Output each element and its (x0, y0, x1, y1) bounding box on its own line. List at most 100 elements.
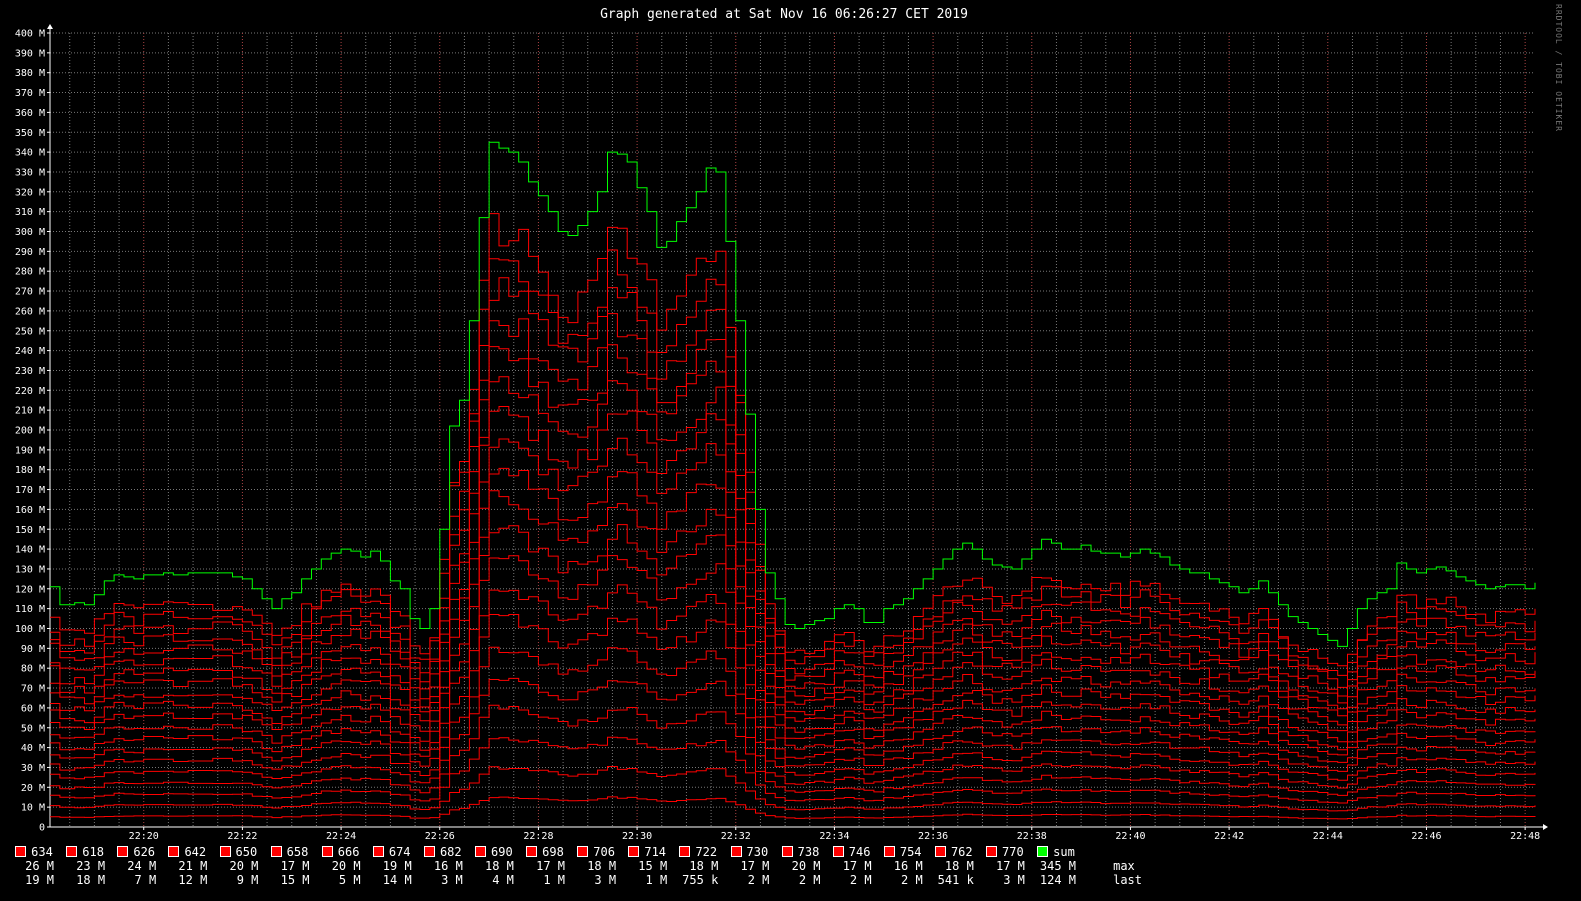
legend-last-value: 3 M (1003, 873, 1025, 887)
legend-swatch (66, 846, 78, 857)
series-line-650 (50, 677, 1536, 789)
y-tick-label: 70 M (21, 684, 45, 695)
x-tick-label: 22:48 (1510, 831, 1540, 842)
legend-label: 762 (950, 845, 973, 859)
series-group (50, 141, 1536, 820)
y-tick-label: 180 M (15, 465, 45, 476)
y-tick-label: 140 M (15, 545, 45, 556)
legend-entry-header: 658 (270, 845, 310, 859)
x-tick-label: 22:38 (1017, 831, 1047, 842)
legend-label: 706 (593, 845, 615, 859)
legend-label: 650 (235, 845, 258, 859)
series-line-634 (50, 796, 1536, 820)
y-tick-label: 10 M (21, 803, 45, 814)
legend-swatch (577, 846, 589, 857)
x-tick-label: 22:36 (918, 831, 948, 842)
y-tick-label: 300 M (15, 227, 45, 238)
legend-max-value: 16 M (893, 859, 923, 873)
y-tick-label: 50 M (21, 723, 45, 734)
legend-entry: 674 19 M 14 M (372, 845, 412, 887)
legend-row-label-max: max (1113, 859, 1135, 873)
y-tick-label: 390 M (15, 48, 45, 59)
legend-entry-header: 642 (167, 845, 207, 859)
legend-last-value: 755 k (682, 873, 719, 887)
legend-last-value: 541 k (937, 873, 974, 887)
series-line-642 (50, 704, 1536, 796)
legend-entry-header: 626 (116, 845, 156, 859)
y-tick-label: 270 M (15, 287, 45, 298)
legend-swatch (372, 846, 384, 857)
legend-entry-header: 746 (832, 845, 872, 859)
legend-last-value: 15 M (280, 873, 310, 887)
legend-entry-header: 690 (474, 845, 514, 859)
legend-entry: 618 23 M 18 M (65, 845, 105, 887)
legend-max-value: 16 M (433, 859, 463, 873)
legend-entry-header: 650 (218, 845, 258, 859)
legend-last-value: 3 M (441, 873, 463, 887)
legend-label: 714 (644, 845, 667, 859)
legend-entry-header: 714 (627, 845, 667, 859)
legend-max-value: 19 M (382, 859, 412, 873)
series-line-762 (50, 249, 1536, 676)
y-tick-label: 280 M (15, 267, 45, 278)
legend-max-value: 17 M (740, 859, 770, 873)
legend-max-value: 23 M (76, 859, 106, 873)
series-line-738 (50, 344, 1536, 704)
series-line-706 (50, 467, 1536, 732)
y-tick-label: 210 M (15, 406, 45, 417)
legend-entry-header: sum (1036, 845, 1076, 859)
series-line-714 (50, 437, 1536, 726)
y-tick-label: 400 M (15, 29, 45, 40)
legend-label: 738 (797, 845, 820, 859)
legend-swatch (475, 846, 487, 857)
legend-label: 730 (746, 845, 769, 859)
y-tick-label: 120 M (15, 584, 45, 595)
legend-max-value: 24 M (127, 859, 157, 873)
legend-entry-header: 722 (678, 845, 718, 859)
legend-max-value: 345 M (1039, 859, 1076, 873)
legend-entry: 642 21 M 12 M (167, 845, 207, 887)
legend-swatch (423, 846, 435, 857)
series-line-666 (50, 614, 1536, 772)
legend-entry: 722 18 M 755 k (678, 845, 718, 887)
series-line-sum (50, 141, 1536, 647)
series-line-770 (50, 213, 1536, 667)
y-tick-label: 40 M (21, 743, 45, 754)
legend-max-value: 17 M (536, 859, 565, 873)
legend-swatch (321, 846, 333, 857)
x-tick-label: 22:22 (227, 831, 257, 842)
y-tick-label: 130 M (15, 564, 45, 575)
legend-swatch (934, 846, 946, 857)
x-tick-label: 22:42 (1214, 831, 1244, 842)
legend-last-value: 12 M (178, 873, 208, 887)
legend-entry-header: 618 (65, 845, 105, 859)
legend-last-value: 1 M (645, 873, 668, 887)
legend-swatch (270, 846, 282, 857)
legend-label: 666 (337, 845, 360, 859)
y-tick-label: 240 M (15, 346, 45, 357)
legend-max-value: 20 M (229, 859, 259, 873)
x-tick-label: 22:40 (1115, 831, 1145, 842)
series-line-626 (50, 736, 1536, 804)
y-tick-label: 80 M (21, 664, 45, 675)
y-tick-label: 200 M (15, 426, 45, 437)
legend-entry-header: 770 (985, 845, 1025, 859)
legend-label: sum (1053, 845, 1075, 859)
y-tick-label: 160 M (15, 505, 45, 516)
y-tick-label: 380 M (15, 68, 45, 79)
legend-entry: 658 17 M 15 M (270, 845, 310, 887)
legend-last-value: 2 M (798, 873, 821, 887)
series-line-722 (50, 406, 1536, 717)
x-axis-ticks: 22:20 22:22 22:24 22:26 22:28 22:30 22:32 22:34… (129, 827, 1540, 842)
y-tick-label: 110 M (15, 604, 45, 615)
legend-last-value: 2 M (747, 873, 770, 887)
y-tick-label: 310 M (15, 207, 45, 218)
